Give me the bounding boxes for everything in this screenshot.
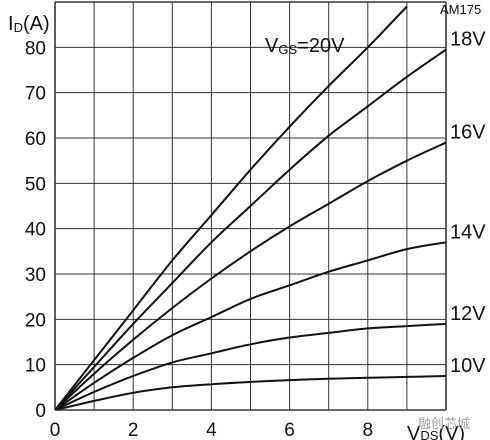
series-line-20V (55, 5, 408, 410)
y-tick-label: 60 (25, 129, 46, 150)
series-line-16V (55, 141, 446, 410)
x-axis-label-main: V (407, 423, 421, 440)
x-tick-labels: 0 2 4 6 8 (50, 420, 373, 440)
curves (55, 5, 446, 410)
y-axis-label-sub: D (14, 20, 23, 35)
y-tick-label: 80 (25, 38, 46, 59)
y-axis-label-main: I (8, 13, 14, 35)
series-labels: 18V 16V 14V 12V 10V (450, 29, 486, 377)
series-label-14V: 14V (450, 221, 486, 243)
series-label-16V: 16V (450, 122, 486, 144)
series-line-12V (55, 322, 446, 410)
series-line-18V (55, 48, 446, 410)
y-tick-label: 10 (25, 356, 46, 377)
series-line-14V (55, 241, 446, 410)
x-tick-label: 2 (128, 420, 139, 440)
series-label-12V: 12V (450, 303, 486, 325)
y-tick-labels: 0 10 20 30 40 50 60 70 80 (25, 38, 46, 422)
x-axis-label: VDS(V) (407, 423, 465, 440)
figure-code: AM175 (440, 2, 481, 17)
y-tick-label: 20 (25, 310, 46, 331)
x-tick-label: 8 (363, 420, 374, 440)
gate-voltage-value: =20V (297, 35, 345, 57)
y-tick-label: 40 (25, 220, 46, 241)
gate-voltage-main: V (265, 35, 279, 57)
grid (54, 1, 447, 411)
y-tick-label: 30 (25, 265, 46, 286)
series-line-10V (55, 375, 446, 410)
x-tick-label: 6 (284, 420, 295, 440)
y-axis-label: ID(A) (8, 13, 50, 35)
watermark-text: 融创芯城 (417, 417, 470, 432)
y-tick-label: 50 (25, 174, 46, 195)
x-tick-label: 4 (206, 420, 217, 440)
x-tick-label: 0 (50, 420, 61, 440)
gate-voltage-label: VGS=20V (265, 35, 345, 57)
x-axis-label-unit: (V) (438, 423, 465, 440)
y-axis-label-unit: (A) (23, 13, 50, 35)
y-tick-label: 70 (25, 84, 46, 105)
series-label-10V: 10V (450, 355, 486, 377)
series-label-18V: 18V (450, 29, 486, 51)
gate-voltage-sub: GS (278, 42, 297, 57)
x-axis-label-sub: DS (420, 428, 438, 440)
y-tick-label: 0 (35, 401, 46, 422)
